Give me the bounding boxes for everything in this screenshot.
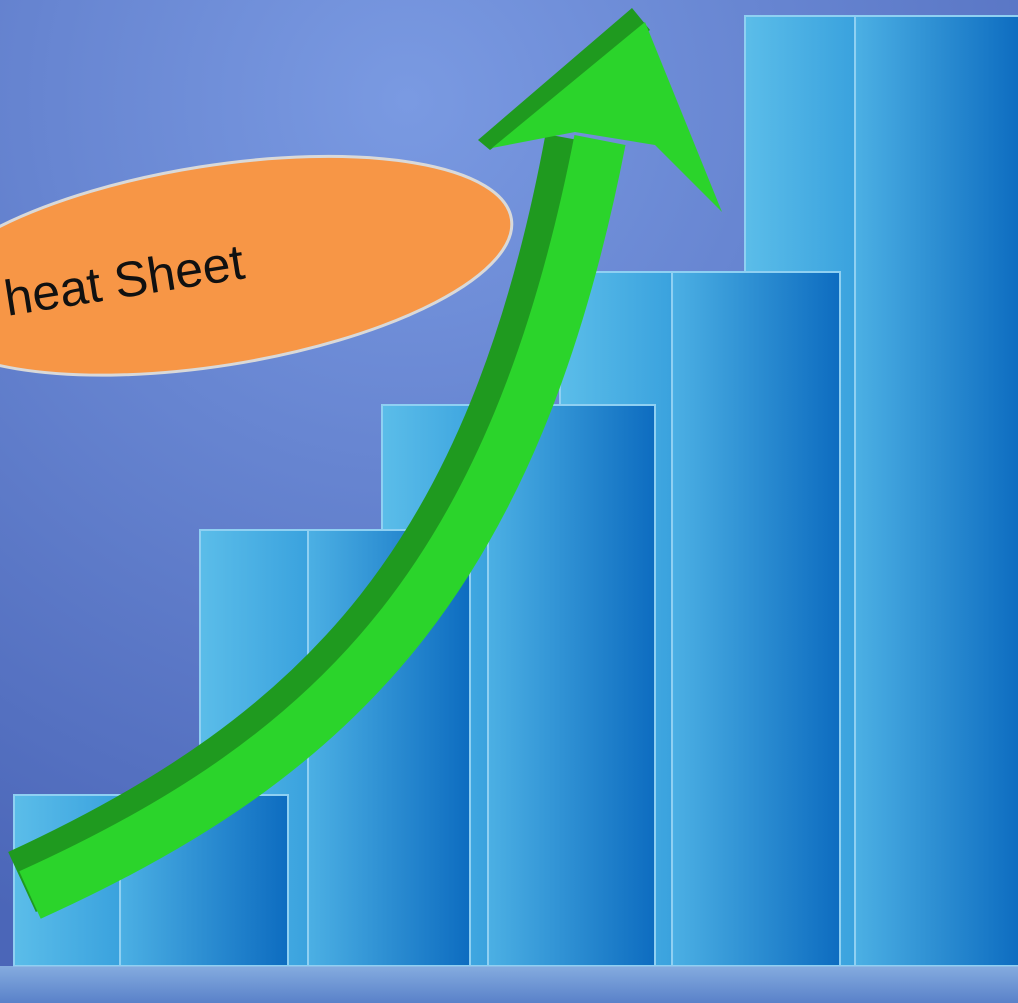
arrow (8, 8, 722, 919)
floor-reflection (0, 966, 1018, 1003)
arrow-head-edge (478, 8, 650, 150)
arrow-shaft (19, 135, 626, 919)
bar-front (854, 15, 1018, 967)
callout: heat Sheet (0, 154, 514, 377)
callout-ellipse (0, 154, 514, 377)
bar-front (487, 404, 656, 967)
arrow-head (492, 22, 722, 212)
bar-front (671, 271, 841, 967)
